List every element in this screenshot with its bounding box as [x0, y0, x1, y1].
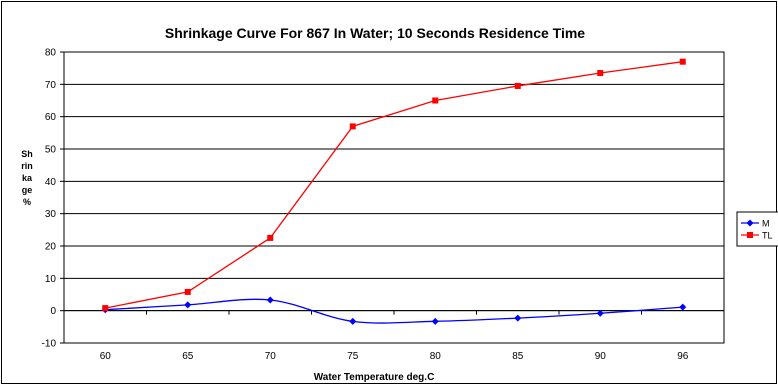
series-m-point	[514, 314, 522, 322]
legend: M TL	[736, 211, 778, 247]
y-axis-label-line: %	[23, 197, 31, 207]
y-tick-label: -10	[42, 339, 57, 350]
series-m-point	[184, 301, 192, 309]
x-tick-label: 85	[512, 351, 524, 362]
y-axis-label: Sh rin ka ge%	[21, 149, 33, 207]
plot-frame	[63, 51, 725, 344]
series-m-point	[349, 317, 357, 325]
x-tick-label: 75	[347, 351, 359, 362]
series-tl-point	[267, 234, 274, 241]
x-tick-label: 90	[595, 351, 607, 362]
series-tl-point	[184, 288, 191, 295]
y-tick-label: 10	[45, 274, 57, 285]
y-axis-label-line: ka	[22, 173, 33, 183]
x-tick-label: 65	[182, 351, 194, 362]
y-axis-label-line: ge	[22, 185, 33, 195]
y-tick-label: 50	[45, 145, 57, 156]
x-axis-label: Water Temperature deg.C	[314, 372, 435, 383]
y-tick-label: 60	[45, 112, 57, 123]
y-tick-label: 0	[50, 306, 56, 317]
y-axis-label-line: Sh	[21, 149, 33, 159]
x-tick-label: 80	[430, 351, 442, 362]
series-tl-line	[105, 61, 683, 309]
y-tick-label: 20	[45, 242, 57, 253]
y-tick-label: 40	[45, 177, 57, 188]
series-m-point	[431, 317, 439, 325]
series-m-line	[105, 298, 683, 324]
series-tl-point	[514, 82, 521, 89]
y-axis-label-line: rin	[21, 161, 33, 171]
y-tick-label: 70	[45, 80, 57, 91]
series-tl-point	[432, 97, 439, 104]
series-tl-point	[349, 123, 356, 130]
x-tick-label: 60	[100, 351, 112, 362]
chart-title: Shrinkage Curve For 867 In Water; 10 Sec…	[165, 25, 585, 41]
legend-label: TL	[762, 231, 773, 241]
legend-swatch-marker	[747, 232, 753, 238]
legend-label: M	[762, 219, 770, 229]
series-tl-point	[679, 58, 686, 65]
series-m-point	[679, 303, 687, 311]
series-tl-point	[102, 305, 109, 312]
plot-area: -10 0 10 20 30 40 50 60 70 80 60 65 70 75 80 85 90 96	[42, 48, 725, 362]
legend-swatch-marker	[746, 219, 754, 227]
series-m-point	[596, 309, 604, 317]
series-tl-point	[597, 70, 604, 77]
legend-box	[736, 211, 778, 247]
x-tick-label: 96	[677, 351, 689, 362]
y-tick-label: 80	[45, 48, 57, 59]
x-tick-label: 70	[265, 351, 277, 362]
y-tick-label: 30	[45, 209, 57, 220]
series-m-point	[266, 296, 274, 304]
